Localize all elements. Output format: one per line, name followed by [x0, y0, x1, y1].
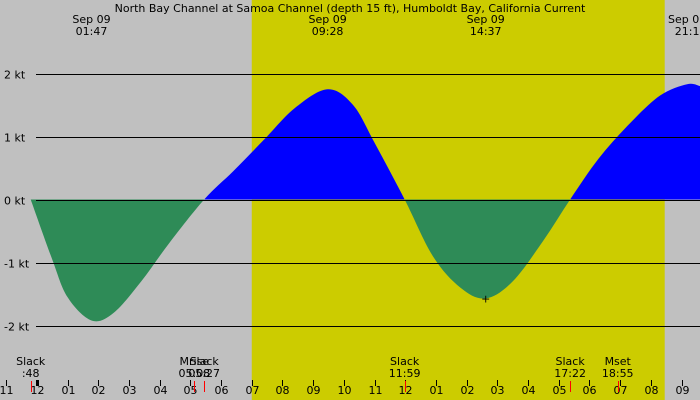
current-time-marker: +: [481, 292, 490, 305]
event-time-label: 11:59: [389, 367, 421, 380]
hour-tick-label: 08: [276, 384, 290, 397]
hour-tick-label: 11: [0, 384, 14, 397]
event-name-label: Mset: [605, 355, 632, 368]
hour-tick-label: 03: [491, 384, 505, 397]
hour-tick-label: 06: [583, 384, 597, 397]
flood-area: [30, 83, 700, 200]
extreme-date-label: Sep 09: [308, 13, 346, 26]
y-tick-label: -1 kt: [4, 258, 30, 271]
hour-tick-label: 07: [614, 384, 628, 397]
hour-tick-label: 11: [369, 384, 383, 397]
event-name-label: Slack: [390, 355, 420, 368]
hour-tick-label: 01: [62, 384, 76, 397]
y-axis-labels: 2 kt 1 kt 0 kt -1 kt -2 kt: [4, 69, 30, 334]
hour-tick-label: 09: [676, 384, 690, 397]
hour-tick-label: 07: [246, 384, 260, 397]
event-time-label: 05:08: [178, 367, 210, 380]
extreme-time-label: 09:28: [312, 25, 344, 38]
hour-tick-label: 04: [522, 384, 536, 397]
extreme-time-label: 14:37: [470, 25, 502, 38]
hour-tick-label: 02: [92, 384, 106, 397]
extreme-date-label: Sep 09: [467, 13, 505, 26]
y-tick-label: -2 kt: [4, 321, 30, 334]
event-name-label: Mrise: [180, 355, 210, 368]
hour-tick-label: 08: [645, 384, 659, 397]
extreme-date-label: Sep 09: [72, 13, 110, 26]
hour-tick-label: 01: [430, 384, 444, 397]
speed-gridlines: [36, 74, 700, 327]
hour-axis: 11 12 01 02 03 04 05 06 07 08 09 10 11 12 01 02 03 04 05 06…: [0, 380, 690, 397]
hour-tick-label: 03: [123, 384, 137, 397]
hour-tick-label: 04: [154, 384, 168, 397]
hour-tick-label: 02: [461, 384, 475, 397]
hour-tick-label: 10: [338, 384, 352, 397]
event-time-label: 05:27: [188, 367, 220, 380]
hour-tick-label: 12: [31, 384, 45, 397]
chart-title: North Bay Channel at Samoa Channel (dept…: [115, 2, 586, 15]
current-areas: [30, 83, 700, 322]
hour-tick-label: 06: [215, 384, 229, 397]
hour-tick-label: 05: [553, 384, 567, 397]
event-labels: Slack:48Slack05:27Slack11:59Slack17:22Mr…: [16, 355, 633, 380]
extreme-time-label: 21:1: [675, 25, 700, 38]
extreme-time-label: 01:47: [76, 25, 108, 38]
y-tick-label: 1 kt: [4, 132, 26, 145]
event-name-label: Slack: [190, 355, 220, 368]
event-time-label: :48: [22, 367, 40, 380]
event-name-label: Slack: [16, 355, 46, 368]
ebb-area: [30, 199, 700, 322]
event-time-label: 18:55: [602, 367, 634, 380]
extreme-date-label: Sep 09: [668, 13, 700, 26]
event-name-label: Slack: [556, 355, 586, 368]
y-tick-label: 0 kt: [4, 195, 26, 208]
hour-tick-label: 09: [307, 384, 321, 397]
y-tick-label: 2 kt: [4, 69, 26, 82]
current-time-markers: +: [481, 292, 490, 305]
event-time-label: 17:22: [554, 367, 586, 380]
hour-tick-label: 05: [184, 384, 198, 397]
